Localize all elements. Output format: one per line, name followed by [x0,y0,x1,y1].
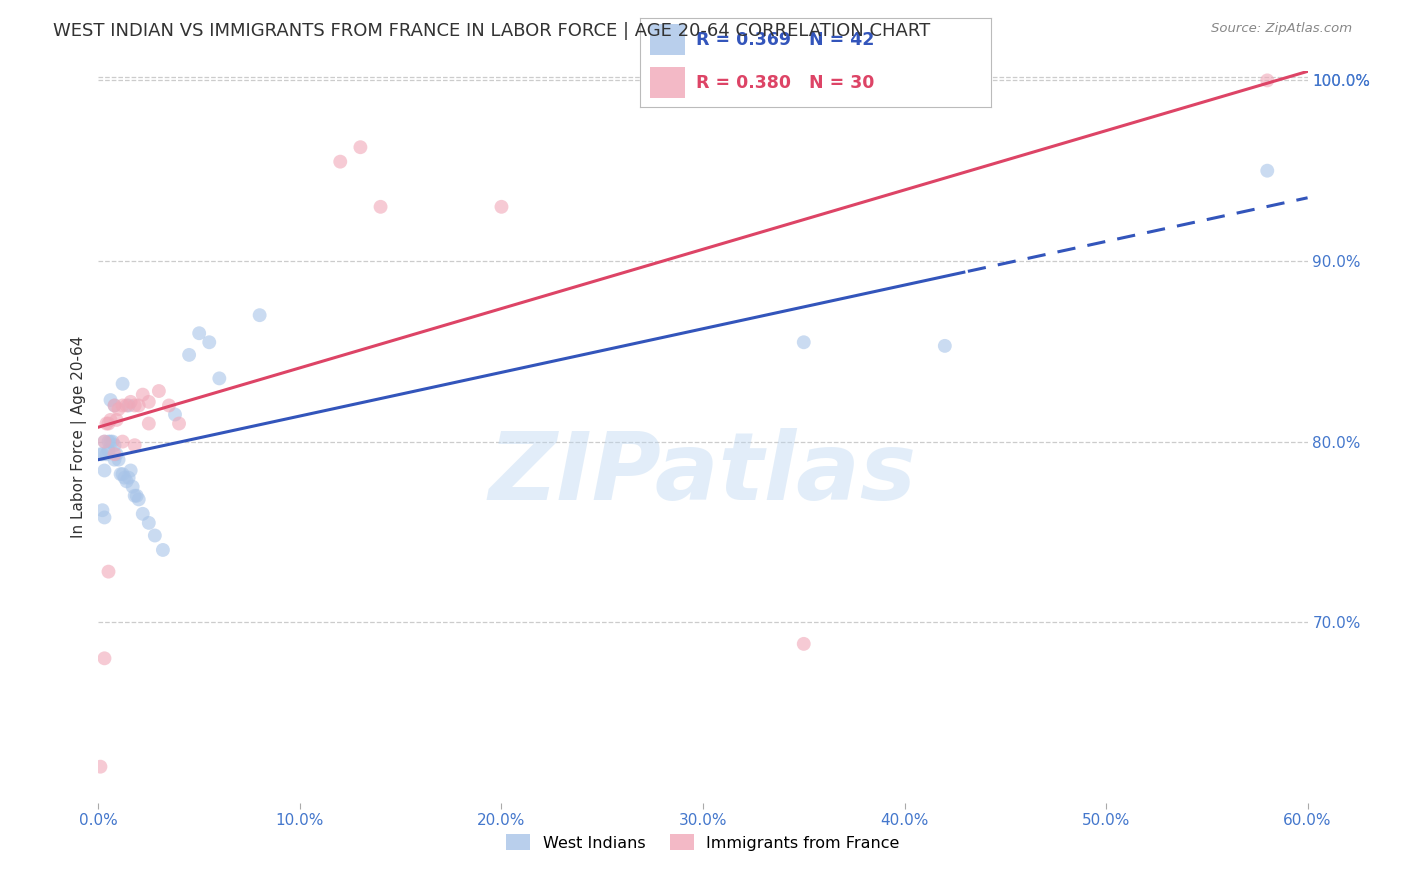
Point [132,507,155,521]
Point [188,326,211,341]
Point [118,399,141,413]
Point [491,200,513,214]
Point [97,417,120,431]
Point [128,492,150,507]
Point [934,339,956,353]
Point [111,434,134,449]
Point [93,434,115,449]
Point [105,447,128,461]
Point [100,434,122,449]
Bar [650,24,686,55]
Point [115,475,138,489]
Point [124,489,146,503]
Point [128,399,150,413]
Point [93,434,115,449]
Text: WEST INDIAN VS IMMIGRANTS FROM FRANCE IN LABOR FORCE | AGE 20-64 CORRELATION CHA: WEST INDIAN VS IMMIGRANTS FROM FRANCE IN… [53,22,931,40]
Point [138,417,160,431]
Point [101,434,124,449]
Point [93,463,115,477]
Legend: West Indians, Immigrants from France: West Indians, Immigrants from France [501,828,905,857]
Point [97,565,120,579]
Point [349,140,371,154]
Point [1256,163,1278,178]
Point [249,308,271,322]
Point [103,438,125,452]
Point [111,376,134,391]
Point [124,399,146,413]
Point [111,399,134,413]
Point [152,543,174,558]
Point [89,760,111,774]
Point [132,387,155,401]
Point [793,335,815,350]
Point [89,447,111,461]
Point [107,402,129,417]
Point [110,467,132,482]
Point [125,489,148,503]
Text: ZIPatlas: ZIPatlas [489,427,917,520]
Point [111,467,134,482]
Point [97,434,120,449]
Point [208,371,231,385]
Point [103,452,125,467]
Point [96,447,118,461]
Point [124,438,146,452]
Point [121,480,143,494]
Point [103,447,125,461]
Point [138,516,160,530]
Text: R = 0.369   N = 42: R = 0.369 N = 42 [696,30,875,49]
Point [100,413,122,427]
Point [198,335,221,350]
Point [163,408,186,422]
Point [138,395,160,409]
Point [120,463,142,477]
Point [93,510,115,524]
Point [793,637,815,651]
Point [107,452,129,467]
Y-axis label: In Labor Force | Age 20-64: In Labor Force | Age 20-64 [72,336,87,538]
Point [118,471,141,485]
Point [114,471,136,485]
Point [370,200,392,214]
Point [105,413,128,427]
Point [167,417,190,431]
Point [93,651,115,665]
Point [148,384,170,398]
Point [329,154,352,169]
Point [97,443,120,458]
Point [96,417,118,431]
Point [91,447,114,461]
Point [143,528,166,542]
Point [157,399,180,413]
Text: Source: ZipAtlas.com: Source: ZipAtlas.com [1212,22,1353,36]
Point [103,399,125,413]
Point [120,395,142,409]
Point [115,399,138,413]
Bar [650,67,686,98]
Point [91,503,114,517]
Point [103,399,125,413]
Text: R = 0.380   N = 30: R = 0.380 N = 30 [696,73,875,92]
Point [1256,73,1278,87]
Point [100,392,122,407]
Point [179,348,201,362]
